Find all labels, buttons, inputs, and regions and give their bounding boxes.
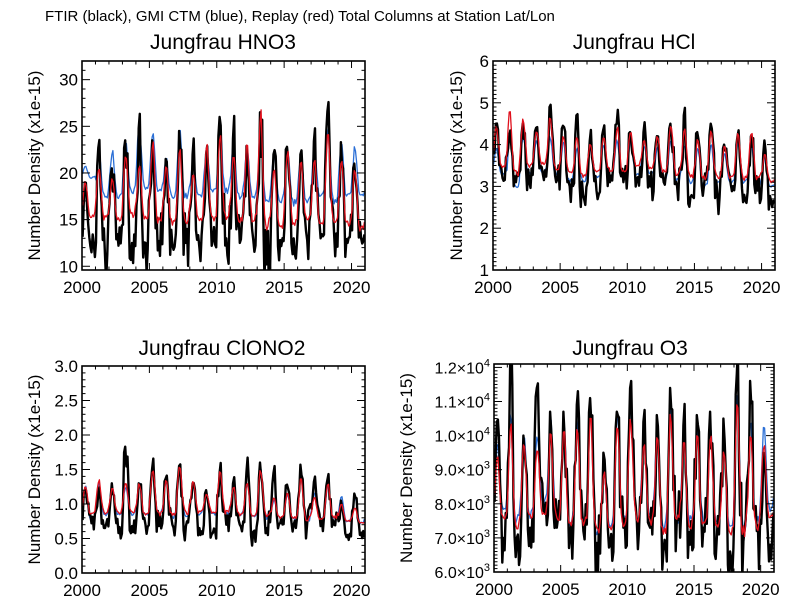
y-tick-label: 20 (59, 164, 78, 183)
x-tick-label: 2000 (63, 278, 101, 297)
x-tick-label: 2005 (542, 580, 580, 599)
panel-hno3: Jungfrau HNO3 Number Density (x1e-15) 2000… (25, 31, 371, 297)
y-tick-label: 1.0 (54, 495, 78, 514)
y-tick-label: 2.0 (54, 426, 78, 445)
y-axis-label: Number Density (x1e-15) (397, 373, 416, 563)
plot-frame (493, 363, 775, 573)
y-tick-label: 1 (480, 261, 489, 280)
y-tick-label: 1.2×104 (434, 357, 490, 377)
y-tick-label: 6.0×103 (434, 562, 490, 582)
y-tick-label: 7.0×103 (434, 528, 490, 548)
y-axis-label: Number Density (x1e-15) (447, 71, 466, 261)
y-axis-label: Number Density (x1e-15) (25, 71, 44, 261)
x-tick-label: 2010 (198, 581, 236, 600)
x-tick-label: 2020 (333, 278, 371, 297)
x-tick-label: 2010 (198, 278, 236, 297)
panel-o3: Jungfrau O3 Number Density (x1e-15) 2000 20… (397, 337, 780, 599)
y-tick-label: 3 (480, 177, 489, 196)
series-line-gmi-ctm (82, 467, 365, 525)
x-tick-label: 2020 (333, 581, 371, 600)
panel-hcl: Jungfrau HCl Number Density (x1e-15) 2000 2… (447, 31, 780, 297)
series-group (82, 100, 365, 270)
plot-frame (81, 60, 366, 271)
x-tick-label: 2005 (541, 278, 579, 297)
panel-title: Jungfrau ClONO2 (139, 337, 306, 360)
y-tick-label: 5 (480, 94, 489, 113)
x-tick-label: 2000 (63, 581, 101, 600)
series-line-replay (494, 404, 774, 538)
x-tick-label: 2005 (130, 278, 168, 297)
y-tick-label: 0.0 (54, 564, 78, 583)
y-tick-label: 9.0×103 (434, 460, 490, 480)
x-tick-label: 2010 (608, 580, 646, 599)
y-tick-label: 25 (59, 117, 78, 136)
y-tick-label: 2.5 (54, 392, 78, 411)
x-tick-label: 2015 (676, 278, 714, 297)
series-line-replay (82, 466, 365, 524)
x-tick-label: 2010 (608, 278, 646, 297)
panel-clono2: Jungfrau ClONO2 Number Density (x1e-15) 20… (25, 337, 370, 600)
y-tick-label: 15 (59, 211, 78, 230)
x-tick-label: 2000 (475, 580, 513, 599)
panel-title: Jungfrau HCl (573, 31, 696, 54)
series-group (494, 364, 774, 572)
x-tick-label: 2005 (130, 581, 168, 600)
series-line-replay (493, 111, 775, 184)
series-group (82, 445, 365, 547)
y-tick-label: 30 (59, 71, 78, 90)
x-tick-label: 2015 (265, 278, 303, 297)
x-tick-label: 2020 (743, 278, 781, 297)
y-tick-label: 2 (480, 219, 489, 238)
series-line-gmi-ctm (82, 128, 365, 207)
panel-title: Jungfrau HNO3 (150, 31, 296, 54)
x-tick-label: 2020 (742, 580, 780, 599)
x-tick-label: 2015 (675, 580, 713, 599)
y-tick-label: 0.5 (54, 530, 78, 549)
series-line-replay (82, 109, 365, 232)
x-tick-label: 2000 (474, 278, 512, 297)
series-line-ftir (82, 445, 365, 547)
series-group (493, 103, 775, 216)
y-tick-label: 1.1×104 (434, 392, 490, 412)
y-tick-label: 1.0×104 (434, 426, 490, 446)
x-tick-label: 2015 (265, 581, 303, 600)
figure-title: FTIR (black), GMI CTM (blue), Replay (re… (45, 8, 555, 25)
y-tick-label: 10 (59, 257, 78, 276)
y-tick-label: 4 (480, 136, 489, 155)
y-tick-label: 1.5 (54, 461, 78, 480)
panel-title: Jungfrau O3 (572, 337, 688, 360)
y-axis-label: Number Density (x1e-15) (25, 375, 44, 565)
y-tick-label: 3.0 (54, 357, 78, 376)
y-tick-label: 8.0×103 (434, 494, 490, 514)
y-tick-label: 6 (480, 52, 489, 71)
